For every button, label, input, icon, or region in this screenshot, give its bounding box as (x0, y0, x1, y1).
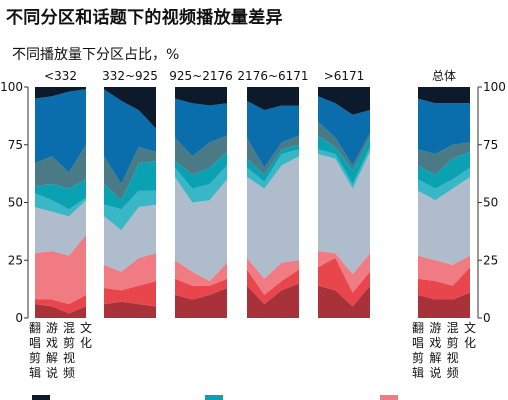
area-band-g0-layer5 (35, 179, 86, 210)
x-category-label-1-0: 翻唱剪辑 (412, 321, 424, 380)
area-band-g3-layer7 (247, 100, 299, 168)
area-band-g3-layer4 (247, 149, 299, 189)
area-band-g5-layer5 (418, 151, 470, 189)
area-band-g2-layer4 (175, 165, 227, 203)
area-band-g1-layer2 (104, 253, 156, 291)
y-tick-label-left-4: 100 (0, 80, 23, 94)
area-band-g2-layer5 (175, 151, 227, 189)
group-label-4: >6171 (324, 69, 365, 83)
legend-swatch-2 (380, 395, 398, 400)
group-label-3: 2176~6171 (237, 69, 308, 83)
area-band-g3-layer1 (247, 269, 299, 305)
area-band-g2-layer8 (175, 87, 227, 106)
x-category-label-0-0: 翻唱剪辑 (29, 321, 41, 380)
area-band-g4-layer1 (318, 257, 370, 307)
area-band-g1-layer8 (104, 87, 156, 129)
area-band-g0-layer0 (35, 304, 86, 318)
area-band-g0-layer7 (35, 89, 86, 173)
area-band-g2-layer6 (175, 135, 227, 175)
area-band-g5-layer3 (418, 177, 470, 265)
area-band-g2-layer0 (175, 288, 227, 318)
area-band-g0-layer1 (35, 294, 86, 314)
area-band-g3-layer5 (247, 144, 299, 182)
area-band-g1-layer3 (104, 204, 156, 272)
y-tick-label-left-2: 50 (8, 196, 23, 210)
area-band-g4-layer2 (318, 251, 370, 293)
x-category-label-0-1: 游戏解说 (46, 321, 58, 380)
group-label-0: <332 (44, 69, 77, 83)
legend-swatch-0 (32, 395, 50, 400)
area-band-g5-layer6 (418, 142, 470, 175)
area-band-g0-layer3 (35, 200, 86, 256)
y-tick-label-right-1: 25 (483, 253, 498, 267)
chart-subtitle: 不同播放量下分区占比，% (12, 47, 180, 63)
area-band-g4-layer7 (318, 96, 370, 166)
area-band-g3-layer3 (247, 156, 299, 279)
area-band-g2-layer7 (175, 98, 227, 157)
area-band-g4-layer4 (318, 147, 370, 189)
y-tick-label-left-0: 0 (15, 311, 23, 325)
chart-title: 不同分区和话题下的视频播放量差异 (6, 8, 283, 28)
area-band-g5-layer0 (418, 292, 470, 318)
y-tick-label-left-3: 75 (8, 138, 23, 152)
area-band-g1-layer5 (104, 160, 156, 210)
y-tick-label-right-0: 0 (483, 311, 491, 325)
legend-swatch-1 (205, 395, 223, 400)
y-tick-label-right-2: 50 (483, 196, 498, 210)
area-band-g1-layer7 (104, 89, 156, 184)
area-band-g1-layer1 (104, 281, 156, 307)
area-band-g2-layer1 (175, 278, 227, 300)
area-band-g4-layer3 (318, 151, 370, 275)
group-label-1: 332~925 (102, 69, 158, 83)
area-band-g3-layer0 (247, 283, 299, 318)
area-band-g0-layer6 (35, 144, 86, 189)
area-band-g0-layer8 (35, 87, 86, 99)
area-band-g4-layer6 (318, 121, 370, 171)
area-band-g2-layer3 (175, 177, 227, 281)
area-band-g0-layer4 (35, 193, 86, 217)
x-category-label-1-3: 文化 (464, 320, 476, 350)
area-band-g5-layer7 (418, 98, 470, 154)
area-band-g1-layer6 (104, 147, 156, 201)
x-category-label-0-3: 文化 (80, 320, 92, 350)
area-band-g1-layer0 (104, 301, 156, 318)
y-tick-label-left-1: 25 (8, 253, 23, 267)
y-tick-label-right-4: 100 (483, 80, 506, 94)
y-tick-label-right-3: 75 (483, 138, 498, 152)
area-band-g5-layer2 (418, 255, 470, 286)
area-band-g3-layer8 (247, 87, 299, 111)
area-band-g2-layer2 (175, 260, 227, 286)
group-label-5: 总体 (432, 69, 456, 83)
area-band-g3-layer2 (247, 257, 299, 295)
area-band-g4-layer5 (318, 135, 370, 184)
group-label-2: 925~2176 (169, 69, 233, 83)
x-category-label-1-2: 混剪视频 (447, 321, 459, 380)
x-category-label-0-2: 混剪视频 (63, 321, 75, 380)
area-band-g3-layer6 (247, 135, 299, 175)
area-band-g4-layer8 (318, 87, 370, 115)
x-category-label-1-1: 游戏解说 (429, 321, 441, 380)
area-band-g5-layer8 (418, 87, 470, 104)
area-band-g0-layer2 (35, 234, 86, 305)
area-band-g4-layer0 (318, 285, 370, 318)
area-band-g1-layer4 (104, 190, 156, 231)
